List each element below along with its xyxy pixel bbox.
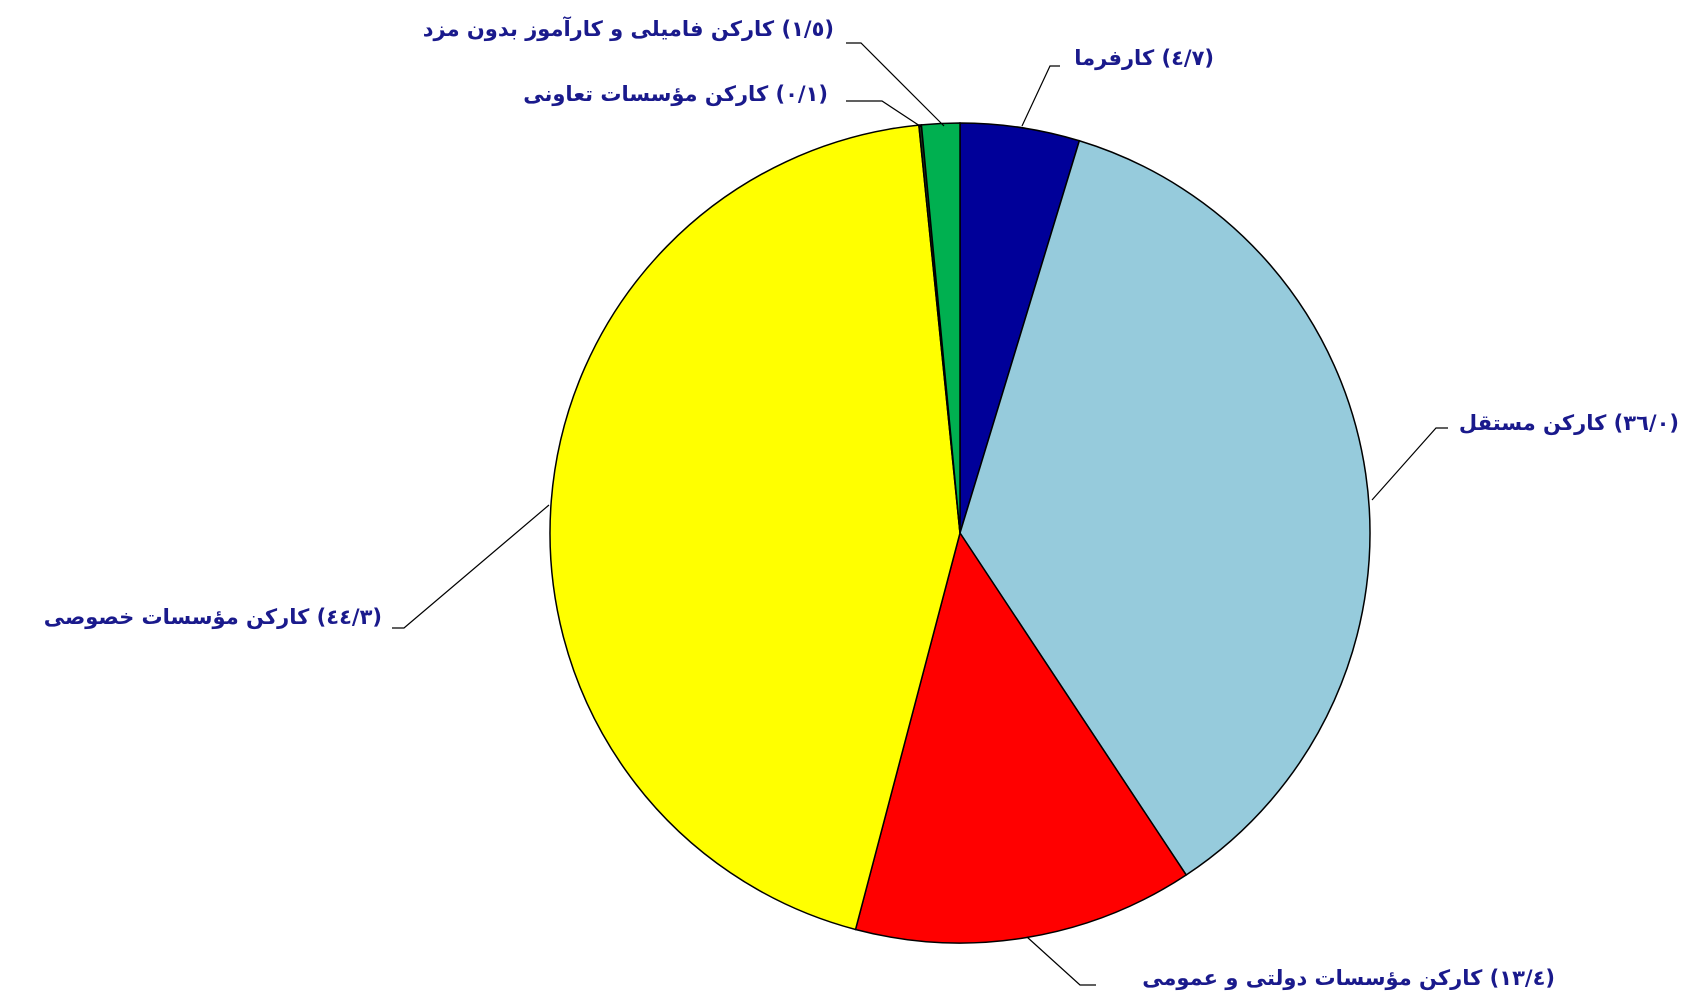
value-label: (١/٥) — [781, 17, 834, 41]
category-label: کارکن فامیلی و کارآموز بدون مزد — [422, 17, 775, 41]
leader-line — [1371, 427, 1448, 501]
category-label: کارفرما — [1074, 46, 1155, 70]
pie-slice — [549, 124, 961, 931]
slice-label: (٠/١) کارکن مؤسسات تعاونی — [523, 82, 828, 106]
slice-label: (٣٦/٠) کارکن مستقل — [1459, 411, 1679, 435]
pie-slice — [959, 139, 1371, 877]
slice-label: (١/٥) کارکن فامیلی و کارآموز بدون مزد — [423, 17, 834, 41]
category-label: کارکن مؤسسات دولتی و عمومی — [1142, 966, 1483, 990]
category-label: کارکن مؤسسات خصوصی — [43, 605, 310, 629]
value-label: (٤٤/٣) — [316, 605, 382, 629]
value-label: (٠/١) — [775, 82, 828, 106]
leader-line — [392, 504, 550, 629]
slice-label: (٤/٧) کارفرما — [1074, 46, 1214, 70]
slice-label: (٤٤/٣) کارکن مؤسسات خصوصی — [44, 605, 382, 629]
leader-line — [846, 42, 945, 127]
value-label: (٣٦/٠) — [1613, 411, 1679, 435]
leader-line — [1026, 936, 1096, 986]
leader-line — [846, 100, 924, 129]
value-label: (٤/٧) — [1161, 46, 1214, 70]
category-label: کارکن مؤسسات تعاونی — [523, 82, 769, 106]
value-label: (١٣/٤) — [1489, 966, 1555, 990]
slice-label: (١٣/٤) کارکن مؤسسات دولتی و عمومی — [1142, 966, 1555, 990]
leader-line — [1021, 65, 1060, 127]
category-label: کارکن مستقل — [1458, 411, 1607, 435]
